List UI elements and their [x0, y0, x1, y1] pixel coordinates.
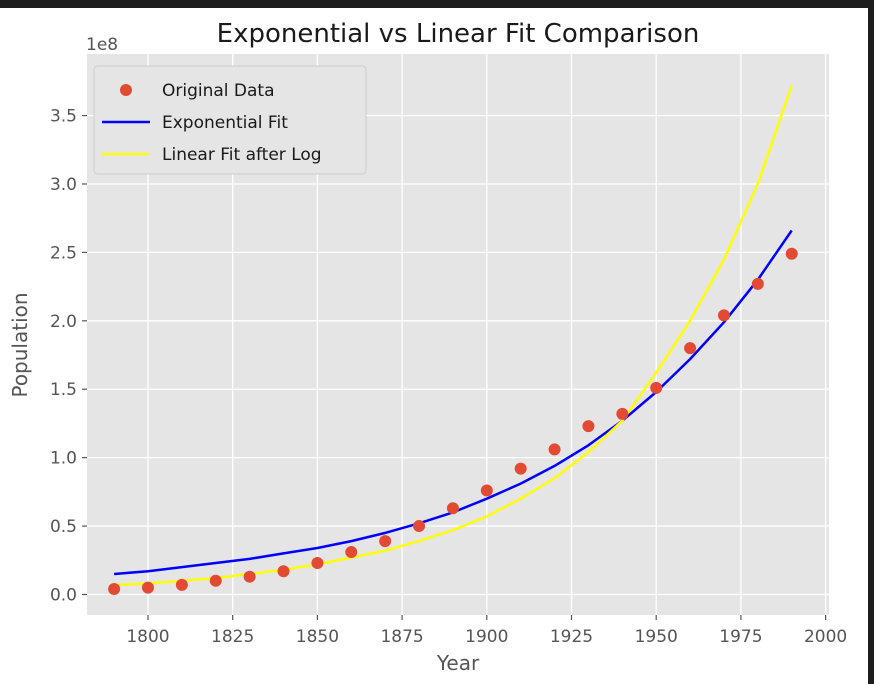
x-axis-ticks: 1800 1825 1850 1875 1900 1925 1950 1975 2000 — [126, 615, 847, 647]
data-point-original-data — [616, 407, 629, 420]
x-tick-label: 1850 — [296, 627, 339, 647]
x-tick-label: 1950 — [635, 627, 678, 647]
data-point-original-data — [175, 578, 188, 591]
x-tick-label: 2000 — [804, 627, 847, 647]
legend-label-linear-fit-after-log: Linear Fit after Log — [162, 145, 322, 165]
series-line-linear-fit-after-log — [114, 85, 793, 587]
y-tick-label: 1.0 — [50, 449, 77, 469]
y-tick-label: 2.5 — [50, 243, 77, 263]
data-point-original-data — [650, 381, 663, 394]
y-tick-label: 3.5 — [50, 107, 77, 127]
data-point-original-data — [785, 247, 798, 260]
data-point-original-data — [277, 565, 290, 578]
data-point-original-data — [141, 581, 154, 594]
y-axis-label: Population — [8, 292, 32, 397]
grid-horizontal — [87, 114, 829, 596]
data-point-original-data — [379, 535, 392, 548]
y-tick-label: 2.0 — [50, 312, 77, 332]
legend-box — [93, 65, 367, 175]
data-point-original-data — [446, 502, 459, 515]
x-tick-label: 1975 — [719, 627, 762, 647]
y-tick-label: 0.0 — [50, 585, 77, 605]
data-point-original-data — [413, 520, 426, 533]
chart-frame: 1800 1825 1850 1875 1900 1925 1950 1975 2000 0.0… — [0, 8, 868, 684]
legend-marker-original-data — [120, 84, 132, 96]
data-point-original-data — [480, 484, 493, 497]
data-point-original-data — [514, 462, 527, 475]
data-point-original-data — [684, 342, 697, 355]
data-point-original-data — [582, 420, 595, 433]
scatter-points — [108, 247, 798, 596]
x-tick-label: 1875 — [380, 627, 423, 647]
y-tick-label: 3.0 — [50, 175, 77, 195]
data-point-original-data — [209, 574, 222, 587]
legend-label-exponential-fit: Exponential Fit — [162, 113, 288, 133]
x-tick-label: 1900 — [465, 627, 508, 647]
data-point-original-data — [311, 557, 324, 570]
x-tick-label: 1925 — [550, 627, 593, 647]
legend-label-original-data: Original Data — [162, 81, 275, 101]
y-multiplier-label: 1e8 — [86, 35, 118, 55]
x-tick-label: 1800 — [126, 627, 169, 647]
chart-svg: 1800 1825 1850 1875 1900 1925 1950 1975 2000 0.0… — [8, 19, 847, 675]
x-axis-label: Year — [436, 651, 480, 675]
y-tick-label: 0.5 — [50, 517, 77, 537]
y-tick-label: 1.5 — [50, 380, 77, 400]
data-point-original-data — [548, 443, 561, 456]
y-axis-ticks: 0.0 0.5 1.0 1.5 2.0 2.5 3.0 3.5 — [50, 107, 87, 605]
data-point-original-data — [345, 546, 358, 559]
data-point-original-data — [717, 309, 730, 322]
x-tick-label: 1825 — [211, 627, 254, 647]
data-point-original-data — [243, 570, 256, 583]
chart-title: Exponential vs Linear Fit Comparison — [217, 19, 700, 49]
data-point-original-data — [751, 277, 764, 290]
data-point-original-data — [108, 583, 121, 596]
legend: Original Data Exponential Fit Linear Fit… — [93, 65, 367, 175]
